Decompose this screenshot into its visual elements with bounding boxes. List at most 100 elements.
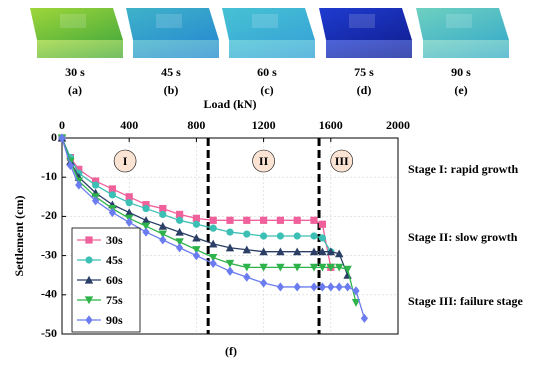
panel-label: (b)	[164, 83, 179, 97]
data-point	[318, 263, 327, 272]
data-point	[125, 199, 133, 207]
data-point	[192, 233, 201, 242]
data-point	[335, 282, 343, 292]
data-point	[176, 243, 184, 253]
data-point	[326, 247, 335, 256]
data-point	[75, 180, 83, 190]
data-point	[142, 227, 150, 237]
legend-marker	[85, 236, 93, 244]
data-point	[75, 165, 83, 173]
data-point	[242, 245, 251, 254]
data-point	[125, 208, 134, 217]
data-point	[108, 207, 116, 218]
particle-block-center	[252, 14, 278, 28]
stage-label: I	[123, 154, 128, 168]
data-point	[175, 238, 184, 247]
y-tick-label: -30	[41, 247, 57, 261]
panel-time: 60 s	[257, 65, 277, 79]
data-point	[159, 210, 167, 219]
panel-label: (a)	[68, 83, 82, 97]
particle-block-center	[60, 14, 86, 28]
data-point	[260, 232, 268, 240]
data-point	[225, 243, 235, 252]
legend-marker	[84, 275, 94, 284]
data-point	[259, 263, 268, 272]
particle-block-side	[423, 40, 509, 58]
data-point	[335, 249, 344, 258]
data-point	[309, 263, 319, 272]
data-point	[318, 282, 326, 292]
data-point	[58, 133, 66, 143]
data-point	[351, 299, 361, 307]
data-point	[309, 247, 319, 256]
data-point	[259, 247, 268, 256]
data-point	[209, 258, 217, 269]
y-axis-label: Settlement (cm)	[12, 196, 26, 277]
chart: 0 400 800 1200 1600 2000 0 -10 -20 -30 -40 -50 Load …	[12, 97, 524, 358]
data-point	[293, 263, 302, 272]
data-point	[310, 216, 318, 224]
panel-label: (f)	[225, 344, 237, 358]
data-point	[276, 216, 284, 224]
legend-label: 60s	[106, 273, 123, 287]
x-tick-label: 0	[59, 118, 65, 132]
data-point	[192, 214, 200, 222]
panel-label: (d)	[357, 83, 372, 97]
data-point	[318, 247, 327, 256]
data-point	[276, 263, 285, 272]
data-point	[176, 210, 184, 219]
data-point	[175, 227, 184, 236]
data-point	[242, 263, 251, 272]
y-tick-label: 0	[51, 130, 57, 144]
data-point	[141, 222, 151, 231]
stage-description: Stage III: failure stage	[408, 294, 523, 308]
x-tick-label: 1600	[319, 118, 343, 132]
data-point	[125, 193, 133, 201]
data-point	[243, 216, 251, 224]
data-point	[226, 228, 234, 236]
particle-block-top	[416, 8, 509, 40]
stage-description: Stage I: rapid growth	[408, 162, 518, 176]
x-tick-label: 1200	[252, 118, 276, 132]
data-point	[209, 253, 218, 262]
data-point	[327, 282, 335, 292]
data-point	[276, 232, 284, 240]
stage-badge	[252, 149, 275, 173]
data-point	[226, 216, 234, 224]
data-point	[260, 216, 268, 224]
data-point	[158, 230, 167, 239]
data-point	[92, 181, 100, 189]
panel-time: 90 s	[451, 65, 471, 79]
legend-label: 30s	[106, 233, 123, 247]
y-tick-label: -50	[41, 326, 57, 340]
data-point	[92, 177, 100, 185]
data-point	[276, 282, 284, 292]
series-line	[61, 137, 357, 303]
stage-label: II	[259, 154, 269, 168]
data-point	[158, 222, 167, 230]
plot-frame	[61, 137, 399, 335]
particle-block-top	[222, 8, 315, 40]
x-tick-label: 2000	[386, 118, 410, 132]
y-tick-label: -20	[41, 208, 57, 222]
data-point	[125, 217, 133, 227]
data-point	[352, 286, 360, 296]
data-point	[260, 278, 268, 288]
legend-label: 75s	[106, 293, 123, 307]
data-point	[310, 232, 318, 240]
legend-marker	[85, 256, 93, 264]
particle-block-side	[326, 40, 412, 58]
data-point	[293, 247, 302, 256]
legend-marker	[85, 315, 93, 325]
data-point	[108, 185, 116, 193]
panel-label: (e)	[454, 83, 467, 97]
particle-block-top	[319, 8, 412, 40]
data-point	[192, 246, 201, 254]
x-tick-label: 400	[120, 118, 138, 132]
data-point	[326, 263, 335, 272]
particle-block-side	[37, 40, 123, 58]
data-point	[142, 204, 150, 213]
stage-label: III	[335, 154, 349, 168]
